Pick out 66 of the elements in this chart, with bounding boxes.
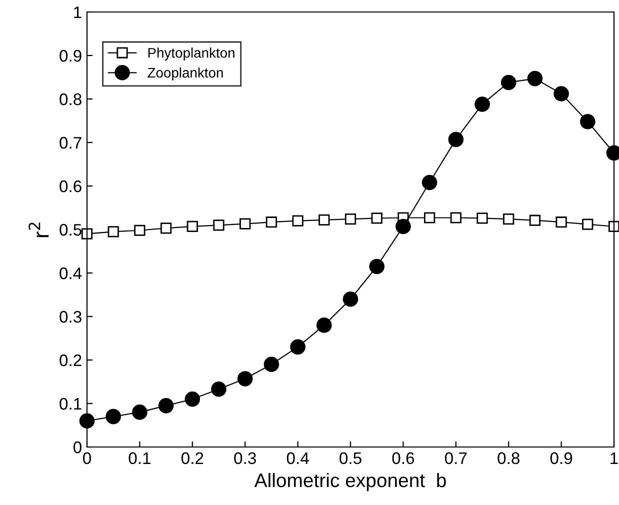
y-tick-label: 0.7 — [60, 136, 82, 149]
x-tick-label: 0.8 — [498, 452, 520, 464]
x-tick-label: 0.4 — [286, 452, 309, 464]
point — [292, 215, 304, 226]
point — [500, 74, 516, 90]
point — [184, 392, 200, 407]
point — [474, 96, 490, 112]
point — [344, 214, 356, 225]
y-axis-title: r$^{2}$ — [28, 222, 49, 238]
point — [424, 212, 436, 224]
y-tick-label: 0 — [74, 441, 82, 454]
point — [134, 224, 146, 236]
y-tick-label: 0.3 — [60, 310, 82, 323]
x-axis-title: Allometric exponent b — [254, 472, 446, 492]
y-tick-label: 0.9 — [60, 50, 82, 62]
point — [264, 356, 280, 372]
point — [158, 398, 174, 414]
point — [582, 218, 594, 230]
x-tick-label: 0.5 — [340, 452, 362, 464]
point — [450, 212, 462, 224]
point — [132, 404, 148, 420]
point — [396, 218, 411, 234]
point — [369, 258, 384, 274]
x-tick-label: 0.7 — [444, 452, 467, 464]
point — [213, 220, 224, 231]
point — [290, 339, 306, 355]
y-tick-label: 0.5 — [60, 224, 82, 236]
x-tick-label: 0.2 — [181, 452, 204, 464]
point — [554, 86, 569, 102]
point — [422, 174, 438, 190]
x-tick-label: 0.1 — [128, 452, 150, 464]
point — [79, 413, 95, 429]
point — [448, 132, 464, 148]
point — [527, 70, 543, 86]
y-tick-label: 0.4 — [60, 267, 82, 280]
point — [476, 212, 488, 224]
point — [186, 220, 198, 232]
point — [266, 216, 278, 228]
point — [81, 228, 93, 240]
point — [371, 212, 382, 224]
point — [318, 214, 330, 226]
point — [240, 218, 251, 230]
point — [106, 408, 121, 424]
point — [237, 371, 253, 386]
point — [580, 114, 596, 130]
y-tick-label: 0.2 — [60, 354, 82, 366]
point — [316, 318, 332, 333]
legend-label: Phytoplankton — [148, 48, 234, 61]
x-tick-label: 0.9 — [550, 452, 572, 464]
point — [608, 220, 619, 232]
point — [556, 216, 567, 228]
point — [529, 214, 541, 226]
y-tick-label: 1 — [74, 6, 82, 18]
point — [160, 222, 172, 234]
y-tick-label: 0.6 — [60, 180, 82, 192]
point — [503, 214, 514, 225]
y-tick-label: 0.8 — [60, 93, 82, 106]
y-tick-label: 0.1 — [60, 398, 82, 410]
x-tick-label: 1 — [610, 452, 618, 464]
x-tick-label: 0.3 — [234, 452, 256, 464]
point — [108, 226, 119, 238]
x-tick-label: 0 — [83, 452, 91, 464]
x-tick-label: 0.6 — [392, 452, 414, 464]
legend-label: Zooplankton — [148, 67, 223, 80]
point — [342, 291, 358, 307]
point — [211, 382, 226, 397]
